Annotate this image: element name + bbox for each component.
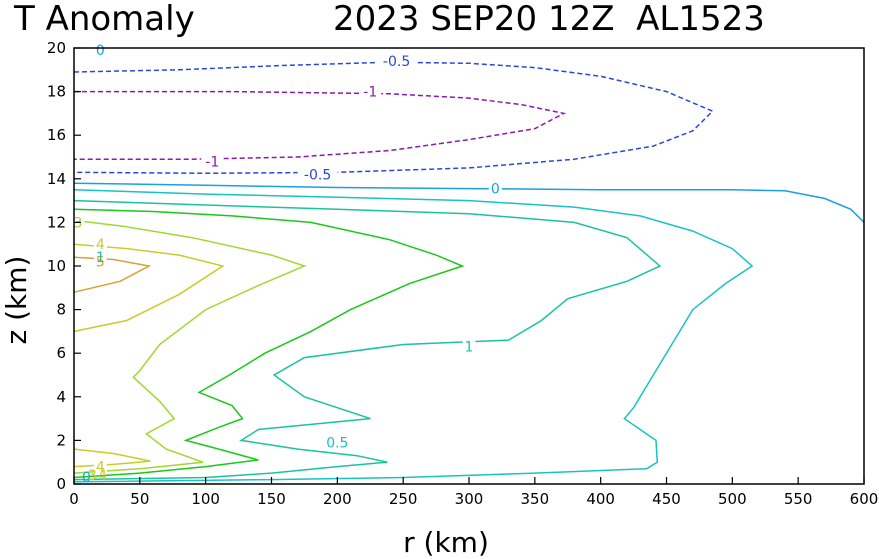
contour-extra-label: 1 <box>96 250 105 266</box>
y-axis-label: z (km) <box>0 256 33 345</box>
y-tick-label: 14 <box>47 170 66 188</box>
chart-title-left: T Anomaly <box>13 0 195 39</box>
x-tick-label: 300 <box>455 490 484 508</box>
contour-label-background <box>321 434 353 451</box>
contour-extra-label: 0 <box>82 470 91 486</box>
contour-line <box>73 243 225 333</box>
y-tick-label: 18 <box>47 83 66 101</box>
y-axis-ticks: 0 2 4 6 8 10 12 14 16 18 20 <box>47 39 81 493</box>
contour-label-background <box>376 53 417 70</box>
contour-label: -1 <box>205 154 219 170</box>
contour-extra-label: 4 <box>98 468 107 484</box>
contour-line <box>73 61 714 175</box>
contour-extra-label: 3 <box>88 468 97 484</box>
x-tick-label: 450 <box>652 490 681 508</box>
contour-label: 3 <box>73 215 82 231</box>
contour-label: 5 <box>96 255 105 271</box>
contour-line <box>73 256 152 293</box>
contour-label: 0 <box>491 182 500 198</box>
contour-line <box>73 219 307 474</box>
contour-line <box>73 182 865 223</box>
contour-label-background <box>488 180 502 197</box>
y-tick-label: 20 <box>47 39 66 57</box>
contour-label-background <box>297 166 338 183</box>
contour-label: 0.5 <box>326 436 348 452</box>
x-tick-label: 400 <box>586 490 615 508</box>
contour-line <box>73 188 754 483</box>
contour-label: 0 <box>96 43 105 59</box>
contour-label-background <box>93 236 107 253</box>
y-tick-label: 16 <box>47 126 66 144</box>
contour-label-background <box>462 338 476 355</box>
y-tick-label: 12 <box>47 213 66 231</box>
y-tick-label: 2 <box>56 431 66 449</box>
y-tick-label: 0 <box>56 475 66 493</box>
contour-line <box>73 199 662 481</box>
contour-label: -1 <box>363 85 377 101</box>
x-tick-label: 250 <box>389 490 418 508</box>
y-tick-label: 8 <box>56 301 66 319</box>
x-axis-label: r (km) <box>403 526 489 559</box>
x-tick-label: 350 <box>521 490 550 508</box>
plot-frame <box>73 47 865 485</box>
y-tick-label: 10 <box>47 257 66 275</box>
y-tick-label: 6 <box>56 344 66 362</box>
x-tick-label: 100 <box>191 490 220 508</box>
x-axis-ticks: 0 50 100 150 200 250 300 350 400 450 500 550 600 <box>69 477 878 508</box>
contour-line <box>73 208 465 479</box>
contour-label: -0.5 <box>383 54 410 70</box>
contour-label: 4 <box>96 460 105 476</box>
contour-label: 1 <box>465 340 474 356</box>
y-tick-label: 4 <box>56 388 66 406</box>
contour-label: 4 <box>96 237 105 253</box>
contour-line <box>73 448 151 468</box>
x-tick-label: 500 <box>718 490 747 508</box>
x-tick-label: 200 <box>323 490 352 508</box>
chart-title-right: 2023 SEP20 12Z AL1523 <box>333 0 765 39</box>
contour-label-background <box>93 42 107 59</box>
contour-line <box>74 90 566 160</box>
contour-label-background <box>359 83 382 100</box>
contour-lines <box>73 61 865 483</box>
x-tick-label: 550 <box>784 490 813 508</box>
contour-label-background <box>93 458 107 475</box>
x-tick-label: 600 <box>850 490 879 508</box>
contour-label: -0.5 <box>304 167 331 183</box>
x-tick-label: 0 <box>69 490 79 508</box>
contour-label-background <box>201 153 224 170</box>
contour-label-background <box>93 253 107 270</box>
x-tick-label: 50 <box>130 490 149 508</box>
x-tick-label: 150 <box>257 490 286 508</box>
